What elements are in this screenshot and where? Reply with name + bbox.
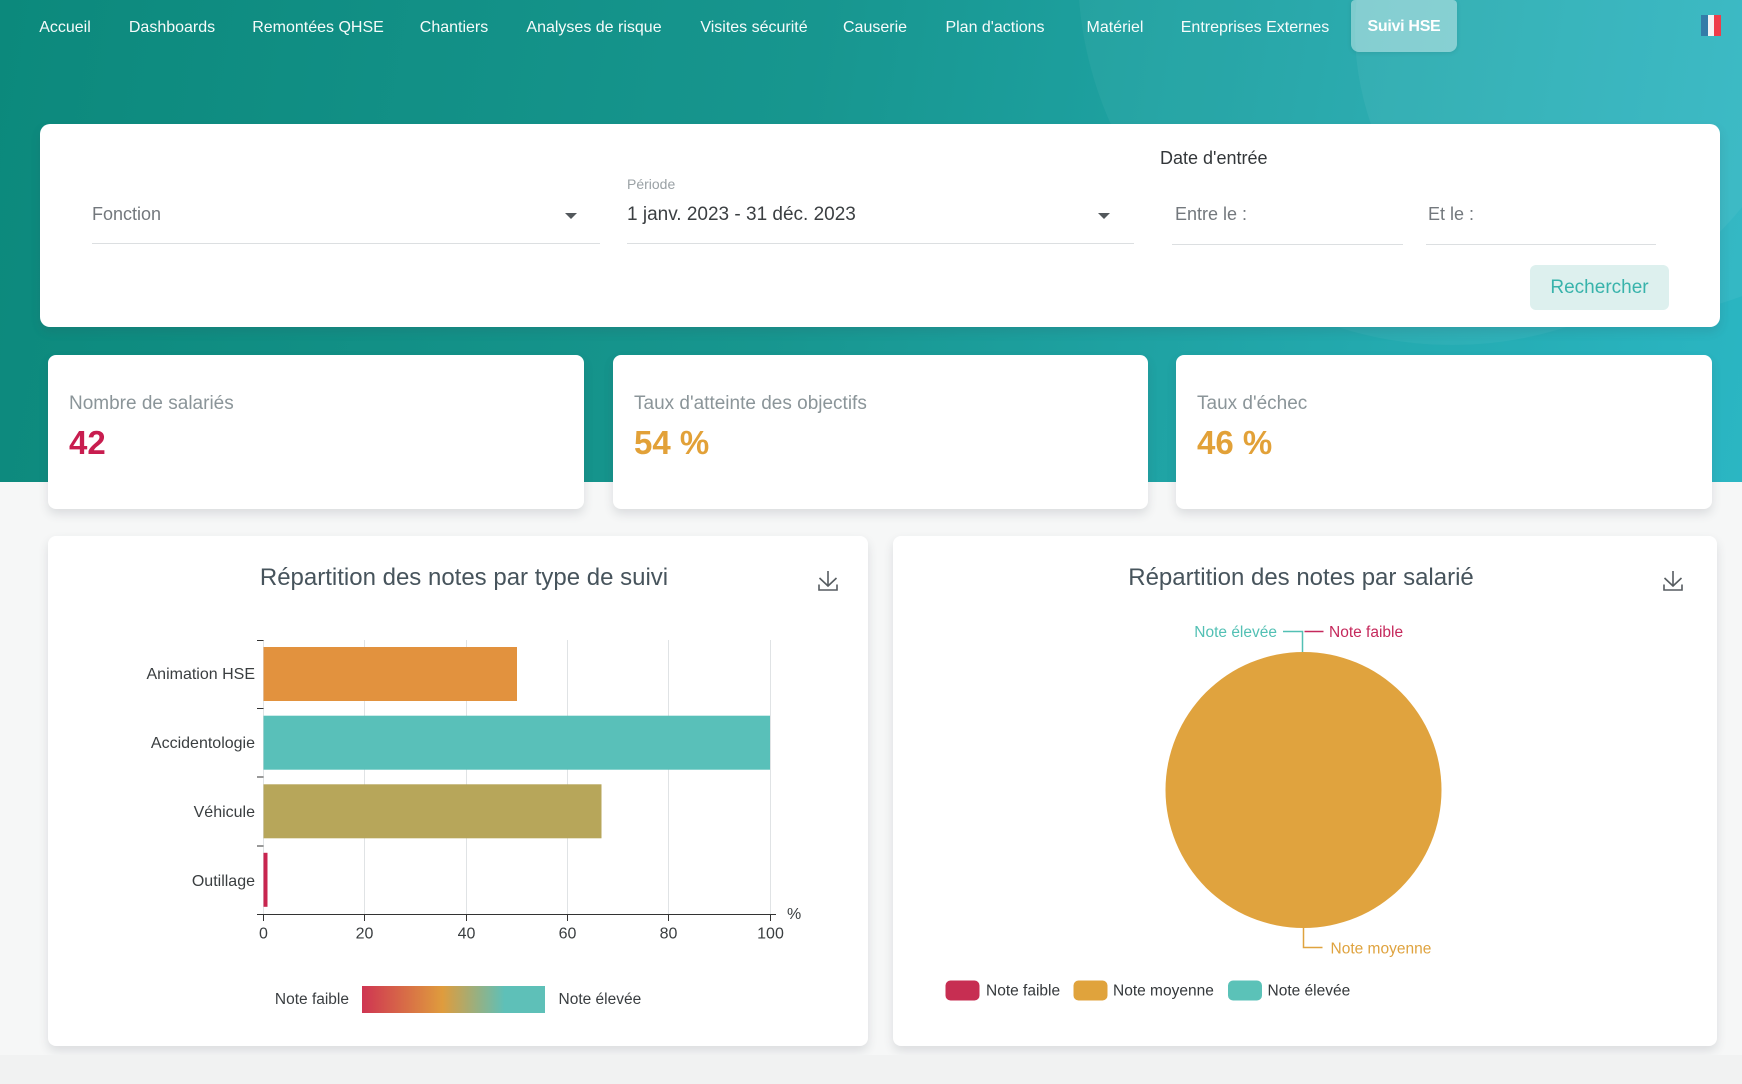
svg-text:Note faible: Note faible: [275, 991, 349, 1008]
svg-text:%: %: [787, 906, 801, 923]
svg-text:Note moyenne: Note moyenne: [1331, 941, 1432, 958]
svg-text:40: 40: [458, 926, 476, 943]
svg-text:Animation HSE: Animation HSE: [147, 666, 256, 683]
svg-text:Accidentologie: Accidentologie: [151, 735, 255, 752]
svg-text:Véhicule: Véhicule: [194, 804, 255, 821]
svg-text:Note faible: Note faible: [986, 983, 1060, 1000]
svg-text:20: 20: [356, 926, 374, 943]
svg-text:60: 60: [559, 926, 577, 943]
svg-text:Note moyenne: Note moyenne: [1113, 983, 1214, 1000]
svg-text:80: 80: [660, 926, 678, 943]
svg-text:Note élevée: Note élevée: [1194, 624, 1277, 641]
svg-text:Note élevée: Note élevée: [559, 991, 642, 1008]
svg-text:100: 100: [757, 926, 784, 943]
svg-text:Note faible: Note faible: [1329, 624, 1403, 641]
svg-text:0: 0: [259, 926, 268, 943]
svg-text:Outillage: Outillage: [192, 873, 255, 890]
svg-text:Note élevée: Note élevée: [1268, 983, 1351, 1000]
